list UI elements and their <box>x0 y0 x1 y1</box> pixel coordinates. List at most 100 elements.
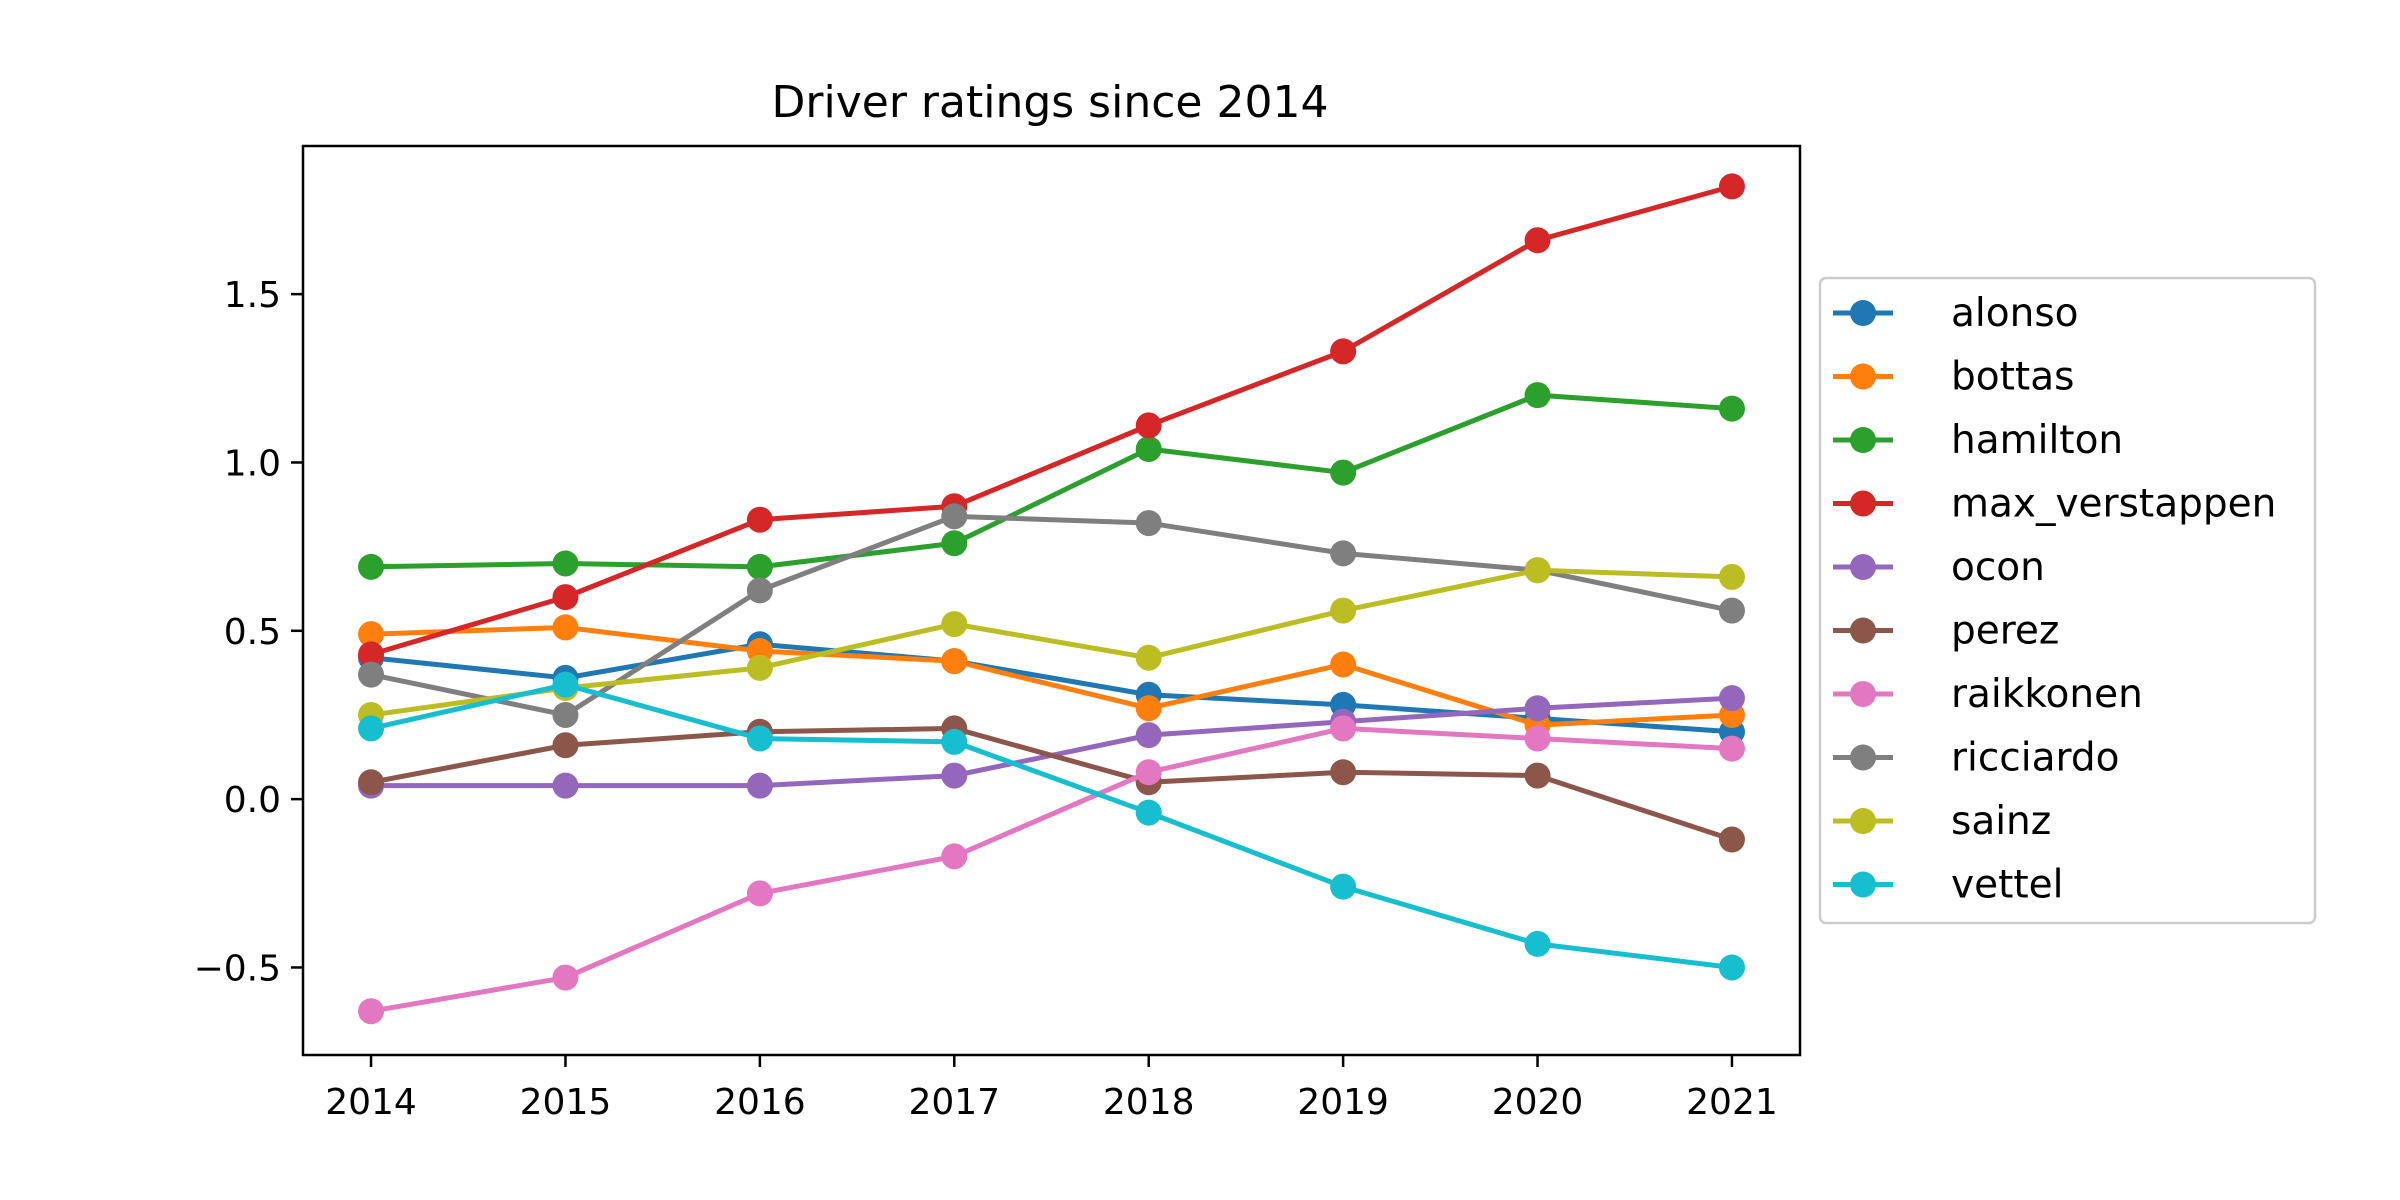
data-point-raikkonen-2014 <box>358 998 385 1025</box>
x-tick-label: 2020 <box>1492 1082 1584 1123</box>
x-tick-label: 2021 <box>1686 1082 1778 1123</box>
data-point-sainz-2018 <box>1135 644 1162 671</box>
data-point-bottas-2017 <box>941 648 968 675</box>
data-point-hamilton-2019 <box>1330 459 1357 486</box>
data-point-vettel-2017 <box>941 728 968 755</box>
legend-item-perez: perez <box>1833 609 2059 654</box>
data-point-sainz-2016 <box>746 654 773 681</box>
data-point-vettel-2016 <box>746 725 773 752</box>
series-line-sainz <box>370 567 1733 718</box>
data-point-ricciardo-2017 <box>941 503 968 530</box>
data-point-ricciardo-2015 <box>552 701 579 728</box>
legend-box <box>1818 276 2317 925</box>
legend-item-raikkonen: raikkonen <box>1833 672 2143 717</box>
data-point-sainz-2017 <box>941 611 968 638</box>
data-point-perez-2020 <box>1524 762 1551 789</box>
series-sainz <box>358 557 1745 728</box>
legend-swatch-marker <box>1850 490 1876 517</box>
legend-item-sainz: sainz <box>1833 799 2051 844</box>
legend-swatch-marker <box>1850 871 1876 898</box>
data-point-ocon-2018 <box>1135 722 1162 749</box>
y-tick-label: 0.0 <box>224 780 281 821</box>
data-point-ocon-2020 <box>1524 695 1551 722</box>
legend-item-vettel: vettel <box>1833 863 2064 908</box>
data-point-raikkonen-2016 <box>746 880 773 907</box>
series-max_verstappen <box>358 173 1745 668</box>
data-point-ocon-2017 <box>941 762 968 789</box>
data-point-sainz-2019 <box>1330 597 1357 624</box>
data-point-max_verstappen-2016 <box>746 506 773 533</box>
legend-swatch-marker <box>1850 617 1876 644</box>
data-point-hamilton-2015 <box>552 550 579 577</box>
legend-label: raikkonen <box>1951 672 2143 717</box>
data-point-vettel-2020 <box>1524 930 1551 957</box>
data-point-hamilton-2014 <box>358 553 385 580</box>
x-tick-label: 2016 <box>714 1082 806 1123</box>
data-point-max_verstappen-2019 <box>1330 338 1357 365</box>
data-point-sainz-2021 <box>1718 563 1745 590</box>
data-point-ocon-2016 <box>746 772 773 799</box>
legend-item-max_verstappen: max_verstappen <box>1833 482 2276 527</box>
series-line-raikkonen <box>370 725 1733 1014</box>
data-point-max_verstappen-2021 <box>1718 173 1745 200</box>
series-line-bottas <box>370 624 1733 728</box>
data-point-vettel-2018 <box>1135 799 1162 826</box>
legend-label: alonso <box>1951 291 2079 336</box>
series-line-max_verstappen <box>370 183 1733 657</box>
data-point-max_verstappen-2015 <box>552 584 579 611</box>
legend-label: vettel <box>1951 863 2064 908</box>
data-point-bottas-2018 <box>1135 695 1162 722</box>
data-point-max_verstappen-2020 <box>1524 227 1551 254</box>
legend-label: max_verstappen <box>1951 482 2276 527</box>
data-point-vettel-2014 <box>358 715 385 742</box>
data-point-bottas-2019 <box>1330 651 1357 678</box>
data-point-ricciardo-2016 <box>746 577 773 604</box>
legend-item-hamilton: hamilton <box>1833 418 2123 463</box>
data-point-hamilton-2018 <box>1135 436 1162 462</box>
legend-swatch-marker <box>1850 427 1876 453</box>
series-raikkonen <box>358 715 1745 1025</box>
series-hamilton <box>358 382 1745 580</box>
data-point-hamilton-2016 <box>746 553 773 580</box>
x-tick-label: 2017 <box>908 1082 1000 1123</box>
series-layer <box>358 173 1745 1025</box>
legend-label: bottas <box>1951 355 2074 400</box>
data-point-bottas-2015 <box>552 614 579 641</box>
data-point-ricciardo-2014 <box>358 661 385 688</box>
legend-item-ocon: ocon <box>1833 545 2045 590</box>
series-line-vettel <box>370 682 1733 970</box>
legend-item-ricciardo: ricciardo <box>1833 736 2119 781</box>
data-point-ocon-2015 <box>552 772 579 799</box>
data-point-max_verstappen-2014 <box>358 641 385 668</box>
legend-label: perez <box>1951 609 2059 654</box>
x-tick-label: 2019 <box>1297 1082 1389 1123</box>
legend-item-alonso: alonso <box>1833 291 2079 336</box>
data-point-ricciardo-2019 <box>1330 540 1357 567</box>
data-point-vettel-2015 <box>552 671 579 698</box>
data-point-perez-2014 <box>358 769 385 796</box>
data-point-perez-2021 <box>1718 826 1745 853</box>
chart-title: Driver ratings since 2014 <box>772 77 1329 128</box>
legend-label: ricciardo <box>1951 736 2119 781</box>
legend-label: ocon <box>1951 545 2045 590</box>
x-tick-label: 2014 <box>325 1082 417 1123</box>
data-point-raikkonen-2018 <box>1135 759 1162 786</box>
data-point-ocon-2021 <box>1718 685 1745 712</box>
data-point-hamilton-2021 <box>1718 395 1745 422</box>
data-point-bottas-2014 <box>358 621 385 648</box>
y-tick-label: 1.5 <box>224 275 281 316</box>
data-point-ricciardo-2018 <box>1135 510 1162 537</box>
y-axis: −0.5 0.0 0.5 1.0 1.5 <box>194 275 303 989</box>
legend-swatch-marker <box>1850 681 1876 707</box>
data-point-max_verstappen-2018 <box>1135 412 1162 439</box>
y-tick-label: 1.0 <box>224 443 281 484</box>
series-line-perez <box>370 725 1733 842</box>
series-perez <box>358 715 1745 853</box>
data-point-raikkonen-2020 <box>1524 725 1551 752</box>
data-point-sainz-2020 <box>1524 557 1551 584</box>
y-tick-label: 0.5 <box>224 612 281 653</box>
series-line-hamilton <box>371 392 1733 570</box>
legend-swatch-marker <box>1850 554 1876 580</box>
legend-label: hamilton <box>1951 418 2123 463</box>
